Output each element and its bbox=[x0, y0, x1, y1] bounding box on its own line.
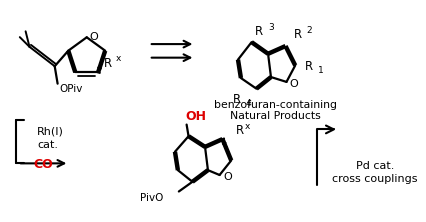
Text: O: O bbox=[89, 32, 98, 42]
Text: O: O bbox=[223, 172, 232, 182]
Text: Rh(I): Rh(I) bbox=[37, 126, 64, 136]
Text: R: R bbox=[104, 57, 112, 70]
Text: PivO: PivO bbox=[140, 193, 163, 203]
Text: Pd cat.: Pd cat. bbox=[356, 161, 394, 171]
Text: R: R bbox=[255, 25, 263, 38]
Text: cross couplings: cross couplings bbox=[332, 174, 417, 184]
Text: R: R bbox=[305, 60, 313, 73]
Text: benzofuran-containing: benzofuran-containing bbox=[214, 100, 337, 110]
Text: O: O bbox=[290, 79, 299, 89]
Text: 2: 2 bbox=[307, 26, 313, 35]
Text: x: x bbox=[115, 54, 121, 63]
Text: cat.: cat. bbox=[37, 140, 58, 150]
Text: R: R bbox=[233, 93, 241, 106]
Text: OPiv: OPiv bbox=[60, 83, 83, 93]
Text: 1: 1 bbox=[317, 66, 323, 75]
Text: R: R bbox=[294, 28, 302, 41]
Text: 3: 3 bbox=[268, 23, 274, 32]
Text: Natural Products: Natural Products bbox=[230, 111, 321, 121]
Text: CO: CO bbox=[33, 158, 53, 171]
Text: R: R bbox=[236, 124, 244, 137]
Text: OH: OH bbox=[186, 110, 207, 123]
Text: 4: 4 bbox=[246, 99, 251, 108]
Text: x: x bbox=[245, 122, 250, 131]
